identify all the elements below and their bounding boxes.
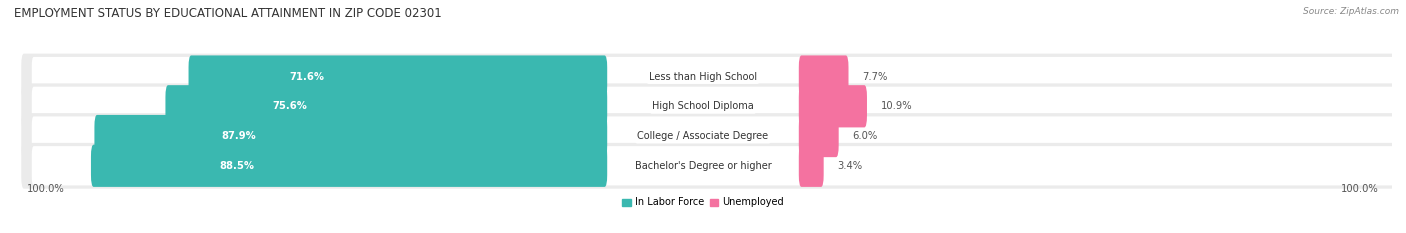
Text: 7.7%: 7.7% [862,72,887,82]
FancyBboxPatch shape [91,145,607,187]
FancyBboxPatch shape [32,57,1393,96]
FancyBboxPatch shape [799,85,868,127]
FancyBboxPatch shape [21,113,1405,159]
Text: 3.4%: 3.4% [838,161,862,171]
Text: 100.0%: 100.0% [27,184,65,194]
Text: Less than High School: Less than High School [650,72,756,82]
Text: Bachelor's Degree or higher: Bachelor's Degree or higher [634,161,772,171]
Text: 88.5%: 88.5% [219,161,254,171]
FancyBboxPatch shape [32,116,1393,156]
Text: Source: ZipAtlas.com: Source: ZipAtlas.com [1303,7,1399,16]
Text: EMPLOYMENT STATUS BY EDUCATIONAL ATTAINMENT IN ZIP CODE 02301: EMPLOYMENT STATUS BY EDUCATIONAL ATTAINM… [14,7,441,20]
Legend: In Labor Force, Unemployed: In Labor Force, Unemployed [619,194,787,211]
FancyBboxPatch shape [188,55,607,98]
Text: 87.9%: 87.9% [222,131,256,141]
Text: 71.6%: 71.6% [290,72,325,82]
Text: 100.0%: 100.0% [1341,184,1379,194]
FancyBboxPatch shape [21,83,1405,129]
FancyBboxPatch shape [799,145,824,187]
Text: 75.6%: 75.6% [273,101,308,111]
FancyBboxPatch shape [94,115,607,157]
Text: 10.9%: 10.9% [880,101,912,111]
Text: 6.0%: 6.0% [852,131,877,141]
FancyBboxPatch shape [32,87,1393,126]
Text: College / Associate Degree: College / Associate Degree [637,131,769,141]
FancyBboxPatch shape [799,55,848,98]
FancyBboxPatch shape [21,143,1405,189]
FancyBboxPatch shape [799,115,839,157]
FancyBboxPatch shape [21,54,1405,99]
FancyBboxPatch shape [166,85,607,127]
Text: High School Diploma: High School Diploma [652,101,754,111]
FancyBboxPatch shape [32,146,1393,185]
